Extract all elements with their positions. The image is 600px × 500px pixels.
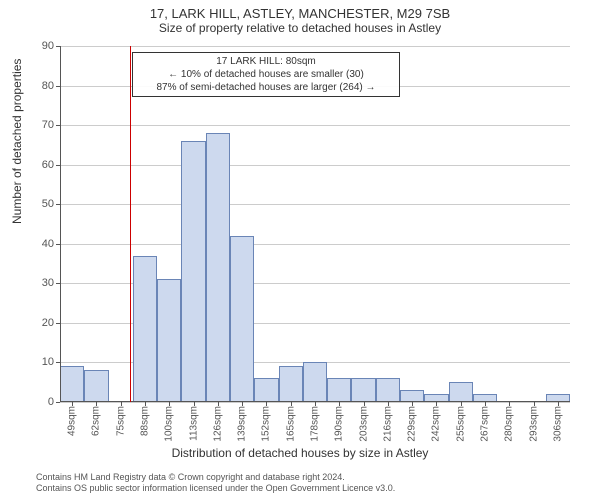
x-tick-label: 293sqm [528,406,539,442]
x-tick-label: 267sqm [480,406,491,442]
gridline [60,165,570,166]
histogram-bar [351,378,375,402]
histogram-bar [449,382,473,402]
x-tick-label: 113sqm [188,406,199,441]
x-tick-label: 178sqm [310,406,321,442]
annotation-line: 87% of semi-detached houses are larger (… [139,81,393,94]
x-tick-label: 88sqm [140,406,151,436]
x-tick-label: 62sqm [91,406,102,436]
x-tick-label: 216sqm [382,406,393,442]
reference-line [130,46,131,402]
annotation-line: 17 LARK HILL: 80sqm [139,55,393,68]
x-tick-label: 75sqm [115,406,126,436]
histogram-bar [327,378,351,402]
y-tick-label: 10 [0,356,54,368]
histogram-bar [303,362,327,402]
annotation-line: ← 10% of detached houses are smaller (30… [139,68,393,81]
gridline [60,125,570,126]
x-tick-label: 306sqm [552,406,563,442]
histogram-bar [133,256,157,402]
histogram-chart: 49sqm62sqm75sqm88sqm100sqm113sqm126sqm13… [60,46,570,402]
histogram-bar [206,133,230,402]
page-title: 17, LARK HILL, ASTLEY, MANCHESTER, M29 7… [0,6,600,21]
histogram-bar [157,279,181,402]
x-tick-label: 280sqm [504,406,515,442]
y-tick-label: 80 [0,80,54,92]
histogram-bar [84,370,108,402]
histogram-bar [60,366,84,402]
gridline [60,46,570,47]
attribution-text: Contains HM Land Registry data © Crown c… [36,472,395,494]
y-tick-label: 30 [0,277,54,289]
attribution-line: Contains OS public sector information li… [36,483,395,494]
y-tick-label: 90 [0,40,54,52]
y-tick-mark [56,402,60,403]
y-tick-label: 50 [0,198,54,210]
y-tick-label: 0 [0,396,54,408]
y-axis-line [60,46,61,402]
x-tick-label: 152sqm [261,406,272,442]
y-tick-label: 60 [0,159,54,171]
y-tick-label: 40 [0,238,54,250]
x-tick-label: 255sqm [455,406,466,442]
y-tick-label: 20 [0,317,54,329]
x-tick-label: 203sqm [358,406,369,442]
x-tick-label: 165sqm [285,406,296,442]
histogram-bar [376,378,400,402]
y-tick-label: 70 [0,119,54,131]
histogram-bar [230,236,254,402]
x-tick-label: 139sqm [237,406,248,442]
x-tick-label: 190sqm [334,406,345,442]
annotation-box: 17 LARK HILL: 80sqm← 10% of detached hou… [132,52,400,97]
x-tick-label: 100sqm [164,406,175,442]
histogram-bar [181,141,205,402]
histogram-bar [279,366,303,402]
x-axis-title: Distribution of detached houses by size … [0,446,600,460]
x-tick-label: 126sqm [212,406,223,442]
attribution-line: Contains HM Land Registry data © Crown c… [36,472,395,483]
histogram-bar [254,378,278,402]
gridline [60,244,570,245]
gridline [60,204,570,205]
x-tick-label: 242sqm [431,406,442,442]
x-tick-label: 229sqm [407,406,418,442]
page-subtitle: Size of property relative to detached ho… [0,21,600,35]
x-axis-line [60,401,570,402]
x-tick-label: 49sqm [67,406,78,436]
